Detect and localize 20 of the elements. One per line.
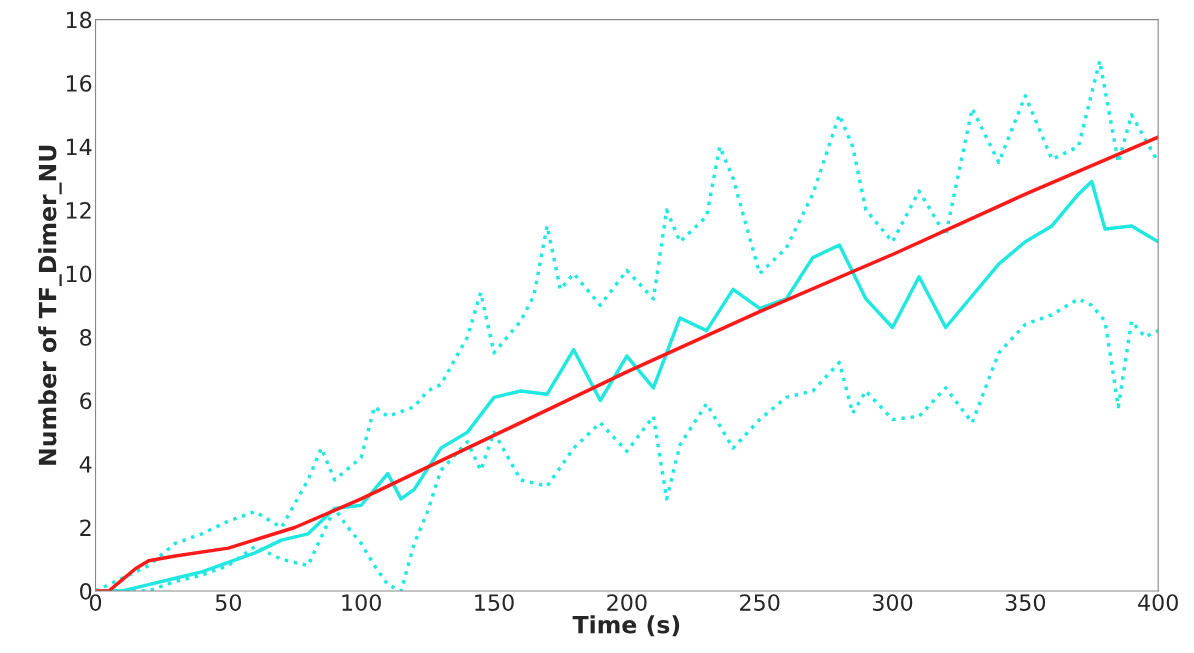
x-tick-label: 350 [1005,594,1046,611]
y-tick-label: 0 [80,582,92,600]
x-tick-label: 250 [740,594,780,611]
x-tick-label: 150 [475,594,514,611]
y-axis-title: Number of TF_Dimer_NU [38,145,62,465]
y-tick-label: 6 [80,392,92,410]
x-tick-label: 400 [1138,594,1178,611]
y-tick-label: 8 [80,328,92,346]
y-tick-label: 10 [66,265,92,283]
x-tick-label: 50 [215,594,242,611]
y-tick-label: 2 [80,519,91,536]
x-tick-label: 300 [873,594,913,611]
x-axis-title: Time (s) [572,615,680,637]
x-tick-label: 100 [342,594,381,611]
y-tick-label: 12 [66,202,91,219]
y-tick-label: 18 [66,11,92,29]
x-tick-label: 200 [607,594,647,611]
y-tick-label: 4 [79,456,92,473]
y-tick-label: 14 [66,138,92,155]
y-tick-label: 16 [66,75,92,92]
